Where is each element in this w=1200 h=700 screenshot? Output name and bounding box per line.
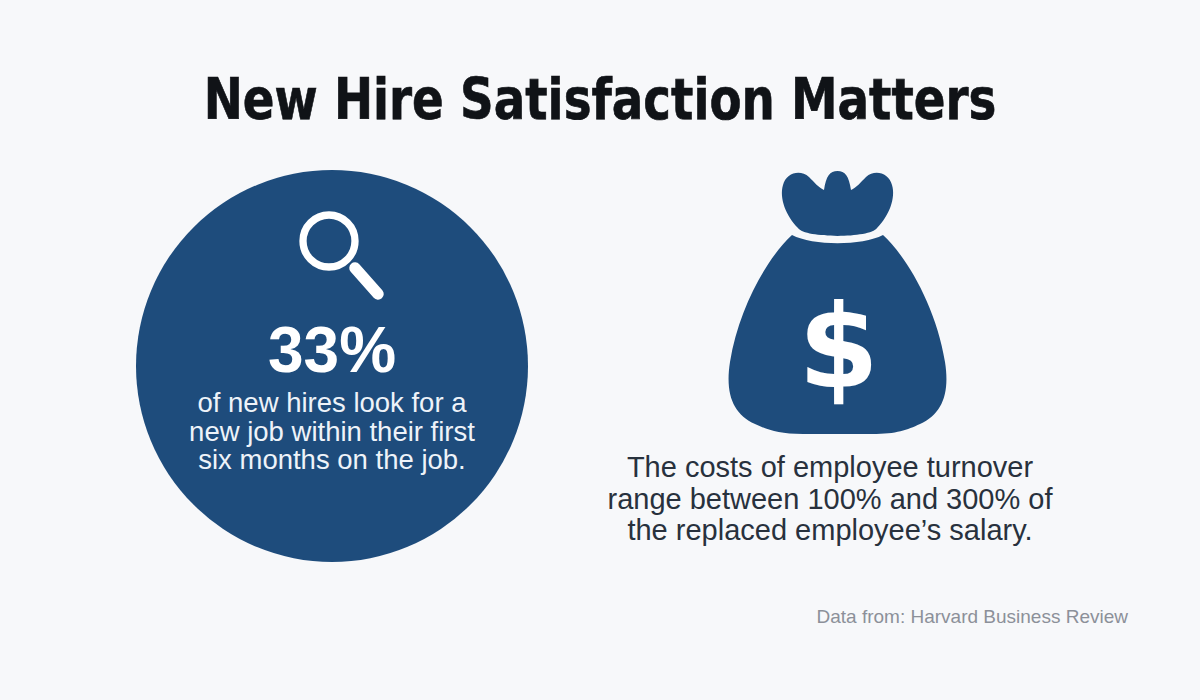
bag-knot bbox=[782, 171, 893, 236]
money-bag-icon: $ bbox=[723, 166, 949, 438]
data-source-attribution: Data from: Harvard Business Review bbox=[817, 606, 1129, 628]
stat-circle: 33% of new hires look for a new job with… bbox=[136, 170, 528, 562]
stat-value: 33% bbox=[136, 318, 528, 382]
page-title: New Hire Satisfaction Matters bbox=[108, 71, 1092, 128]
cost-fact-text: The costs of employee turnover range bet… bbox=[570, 452, 1090, 547]
dollar-sign: $ bbox=[798, 279, 879, 414]
magnifier-icon bbox=[286, 204, 390, 308]
stat-description: of new hires look for a new job within t… bbox=[136, 389, 528, 475]
